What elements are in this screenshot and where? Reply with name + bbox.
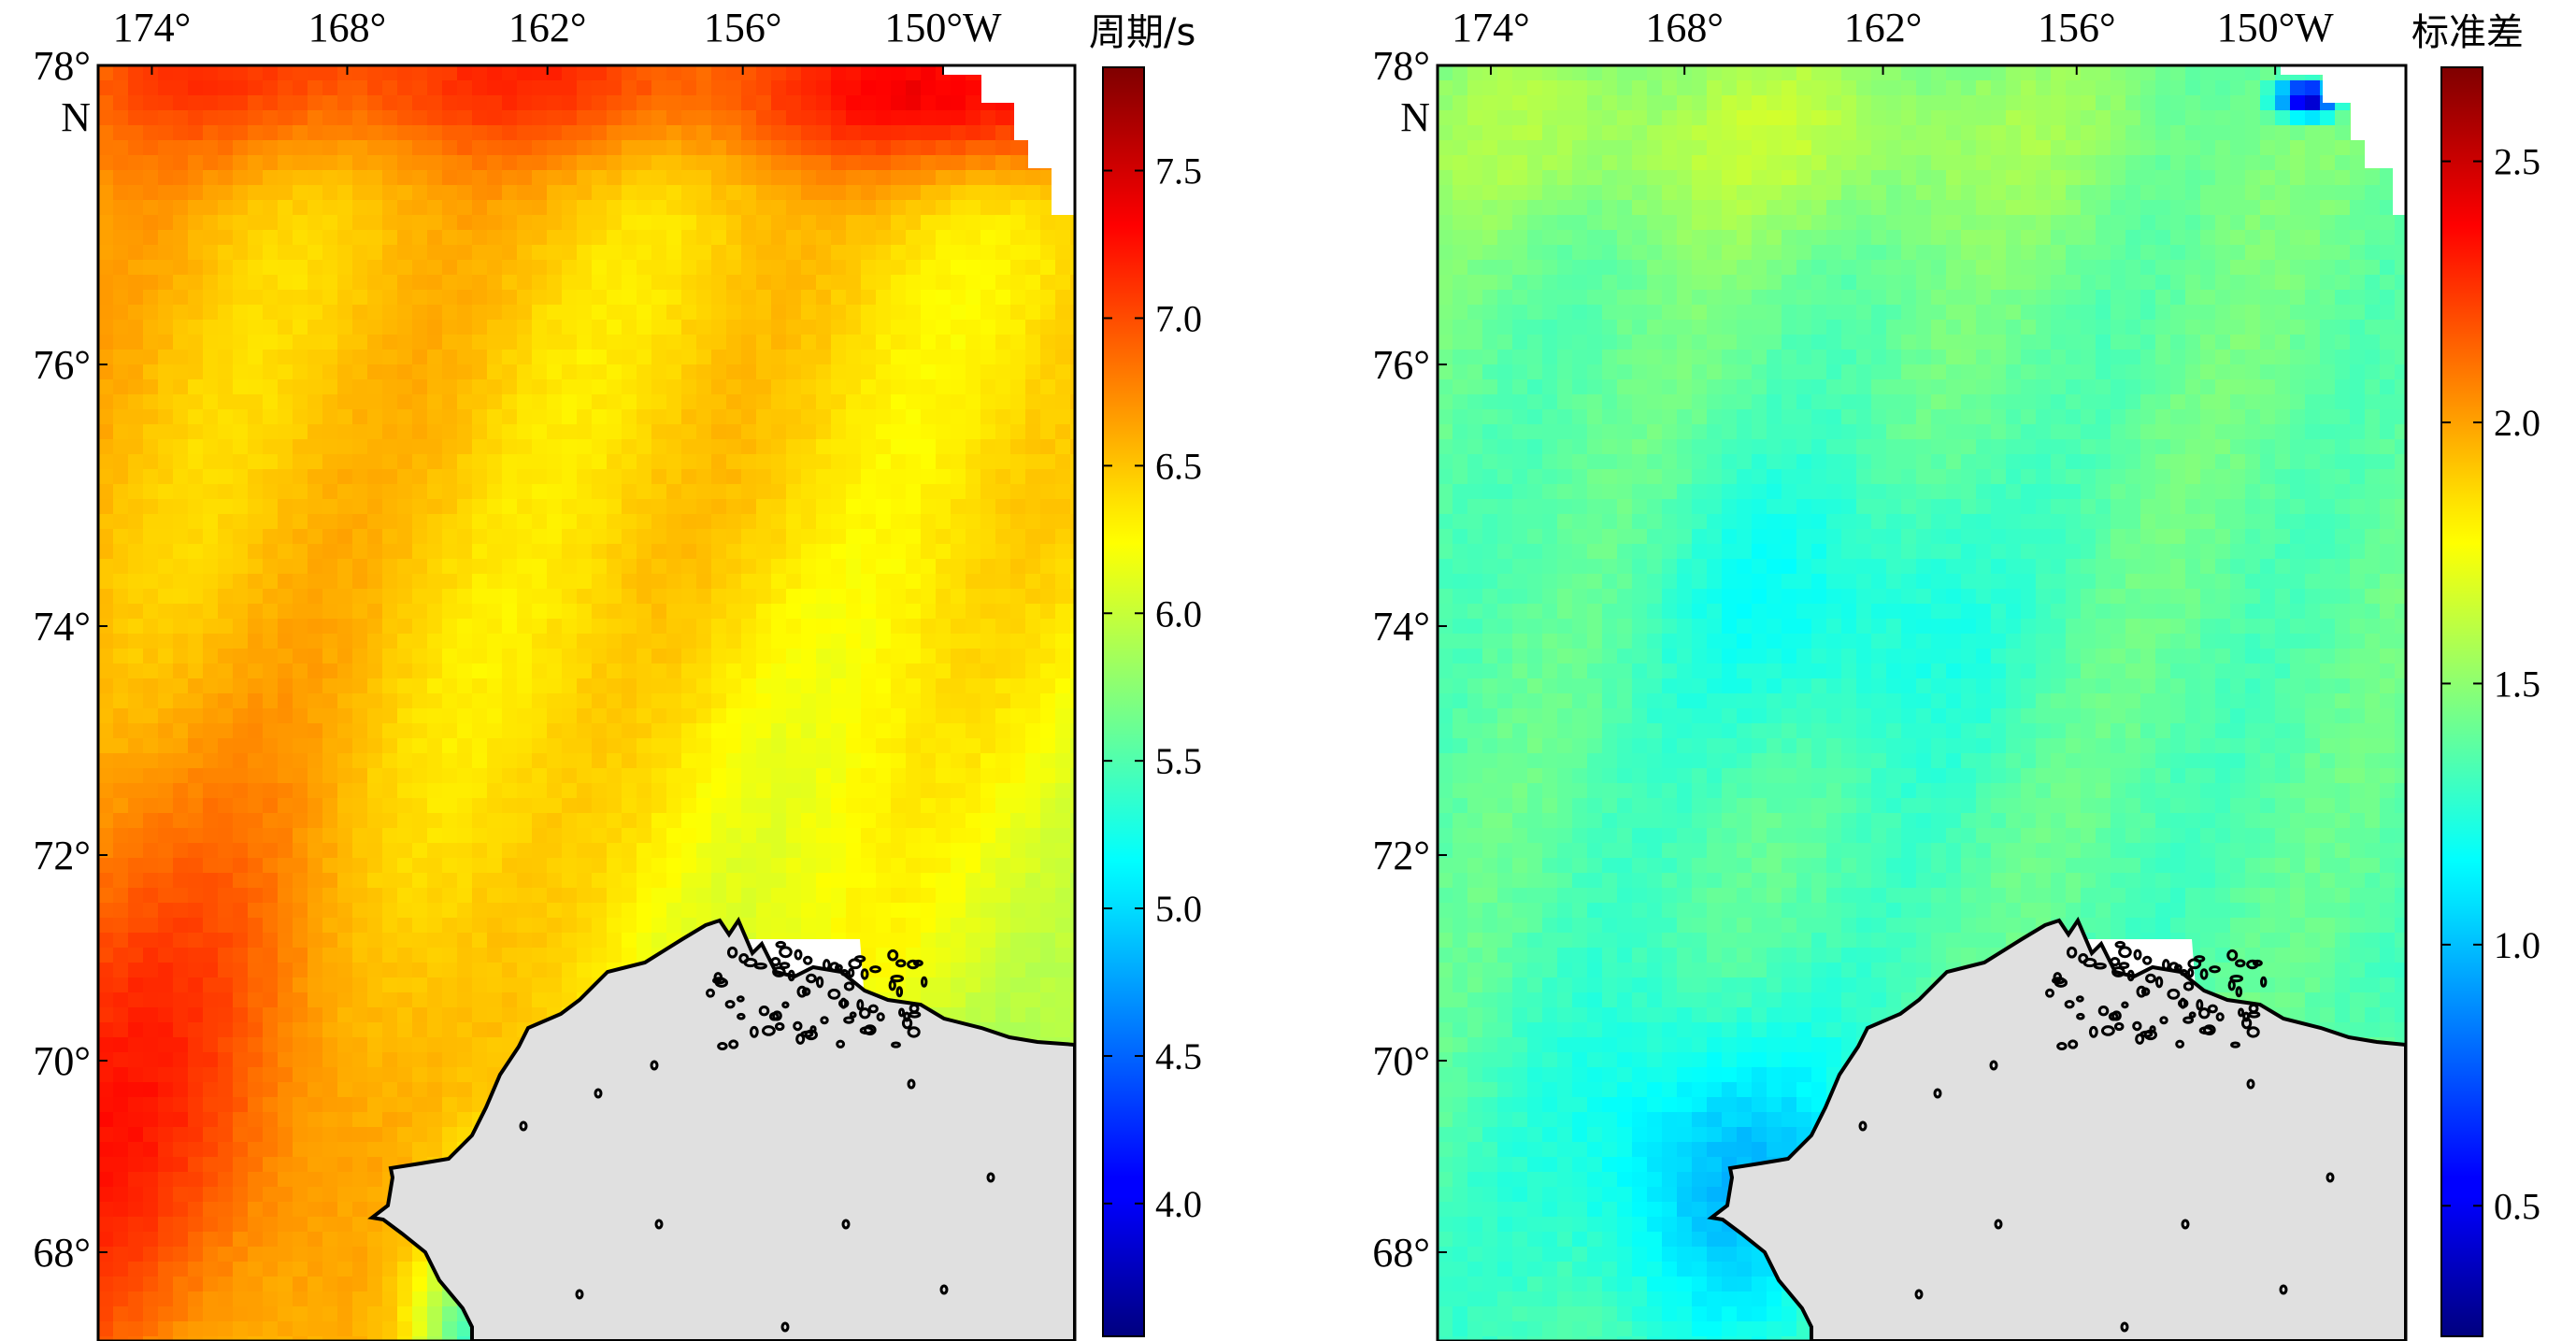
lon-tick-label: 162° <box>1844 5 1923 50</box>
colorbar-tick-label: 0.5 <box>2494 1185 2540 1227</box>
colorbar-ticks-period: 4.0 4.5 5.0 5.5 6.0 6.5 7.0 7.5 <box>1103 150 1202 1225</box>
lon-tick-label: 174° <box>1452 5 1530 50</box>
lat-tick-label: 78° <box>33 43 91 89</box>
land-alaska <box>1707 916 2406 1341</box>
colorbar-tick-label: 5.0 <box>1155 888 1202 930</box>
colorbar-tick-label: 2.5 <box>2494 141 2540 183</box>
colorbar-title-stddev: 标准差 <box>2411 11 2524 54</box>
lon-tick-label: 156° <box>704 5 782 50</box>
map-frame-stddev <box>1436 64 2408 1341</box>
colorbar-ticks-stddev: 0.5 1.0 1.5 2.0 2.5 <box>2441 141 2540 1227</box>
panel-period: 174° 168° 162° 156° 150°W 78° N 76° 74° 72° 70° 68… <box>33 5 1202 1341</box>
coastal-islands <box>519 940 995 1333</box>
lat-axis-period: 78° N 76° 74° 72° 70° 68° <box>33 43 107 1276</box>
colorbar-title-period: 周期/s <box>1089 11 1195 54</box>
lon-tick-label: 174° <box>113 5 192 50</box>
lat-tick-label: 72° <box>1372 833 1430 878</box>
lat-tick-label: 78° <box>1372 43 1430 89</box>
colorbar-period <box>1102 66 1145 1337</box>
lon-tick-label: 150°W <box>2217 5 2335 50</box>
colorbar-tick-label: 2.0 <box>2494 402 2540 444</box>
nodata-corner <box>2281 65 2406 215</box>
lat-tick-label: 70° <box>1372 1038 1430 1084</box>
colorbar-tick-label: 7.0 <box>1155 297 1202 339</box>
colorbar-tick-label: 5.5 <box>1155 740 1202 782</box>
colorbar-tick-label: 4.0 <box>1155 1183 1202 1225</box>
map-field-stddev <box>1438 65 2406 1341</box>
lat-tick-label: 74° <box>33 604 91 649</box>
colorbar-tick-label: 6.0 <box>1155 592 1202 635</box>
lat-tick-label: 68° <box>33 1230 91 1276</box>
lat-axis-stddev: 78° N 76° 74° 72° 70° 68° <box>1372 43 1447 1276</box>
lon-tick-label: 162° <box>508 5 587 50</box>
colorbar-tick-label: 1.0 <box>2494 924 2540 966</box>
coastal-islands <box>1858 940 2335 1333</box>
lon-tick-label: 156° <box>2038 5 2116 50</box>
lon-tick-label: 168° <box>308 5 387 50</box>
land-alaska <box>367 916 1075 1341</box>
lat-tick-label: 74° <box>1372 604 1430 649</box>
colorbar-tick-label: 4.5 <box>1155 1035 1202 1077</box>
lon-tick-label: 168° <box>1645 5 1724 50</box>
lat-tick-label: 70° <box>33 1038 91 1084</box>
lon-axis-period: 174° 168° 162° 156° 150°W <box>113 5 1002 75</box>
lat-tick-label: N <box>61 94 91 140</box>
lat-tick-label: 76° <box>33 342 91 388</box>
lat-tick-label: 68° <box>1372 1230 1430 1276</box>
lon-axis-stddev: 174° 168° 162° 156° 150°W <box>1452 5 2334 75</box>
panel-stddev: 174° 168° 162° 156° 150°W 78° N 76° 74° 72° 70° 68… <box>1372 5 2540 1341</box>
nodata-corner <box>944 65 1075 215</box>
lat-tick-label: 72° <box>33 833 91 878</box>
colorbar-tick-label: 1.5 <box>2494 663 2540 705</box>
map-frame-period <box>96 64 1077 1341</box>
colorbar-tick-label: 6.5 <box>1155 445 1202 487</box>
map-field-period <box>98 65 1075 1341</box>
lat-tick-label: N <box>1400 94 1430 140</box>
colorbar-tick-label: 7.5 <box>1155 150 1202 193</box>
colorbar-stddev <box>2440 66 2483 1337</box>
lon-tick-label: 150°W <box>884 5 1002 50</box>
lat-tick-label: 76° <box>1372 342 1430 388</box>
